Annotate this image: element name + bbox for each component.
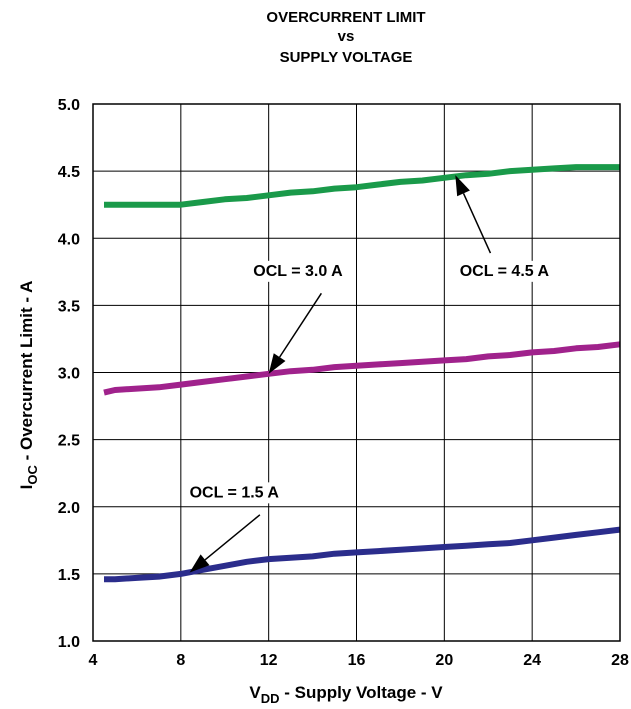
annotation-label-2: OCL = 1.5 A [190, 484, 280, 501]
x-tick-label-0: 4 [89, 652, 98, 669]
annotation-arrow-line-2 [204, 514, 261, 561]
y-axis-label-rest: - Overcurrent Limit - A [17, 281, 36, 466]
x-tick-label-1: 8 [176, 652, 185, 669]
y-tick-label-5: 3.5 [58, 298, 80, 315]
y-axis-label-sub: OC [25, 465, 40, 485]
annotation-arrowhead-2 [189, 554, 210, 573]
chart-title-line-1: OVERCURRENT LIMIT [266, 9, 425, 26]
tick-labels: 4 8 12 16 20 24 28 1.0 1.5 2.0 2.5 3.0 3.5 4.0 4.5 5.0 [58, 97, 629, 669]
y-tick-label-2: 2.0 [58, 500, 80, 517]
annotation-arrow-line-0 [462, 193, 492, 254]
x-tick-label-2: 12 [260, 652, 278, 669]
x-tick-label-3: 16 [348, 652, 366, 669]
series-line-2 [104, 526, 621, 583]
annotation-label-bg-0 [456, 260, 553, 282]
y-tick-label-8: 5.0 [58, 97, 80, 114]
x-axis-label-main: V [249, 683, 261, 702]
series-line-0 [104, 164, 620, 208]
x-tick-label-6: 28 [611, 652, 629, 669]
chart-title: OVERCURRENT LIMIT vs SUPPLY VOLTAGE [266, 9, 425, 66]
y-tick-label-6: 4.0 [58, 231, 80, 248]
chart-title-line-3: SUPPLY VOLTAGE [280, 49, 413, 66]
annotation-arrowhead-1 [268, 353, 286, 374]
x-tick-label-5: 24 [523, 652, 541, 669]
y-axis-label: IOC - Overcurrent Limit - A [17, 281, 40, 490]
y-tick-label-1: 1.5 [58, 567, 80, 584]
annotation-arrow-line-1 [278, 292, 322, 358]
series-line-1 [103, 341, 621, 396]
annotation-label-1: OCL = 3.0 A [253, 263, 343, 280]
y-axis-label-main: I [17, 485, 36, 490]
annotations: OCL = 4.5 A OCL = 3.0 A OCL = 1.5 A [186, 175, 553, 573]
x-tick-label-4: 20 [435, 652, 453, 669]
annotation-arrowhead-0 [455, 175, 470, 197]
annotation-label-bg-1 [250, 260, 347, 282]
plot-frame [92, 103, 621, 642]
x-axis-label-rest: - Supply Voltage - V [280, 683, 444, 702]
annotation-label-0: OCL = 4.5 A [460, 263, 550, 280]
x-axis-label-sub: DD [261, 691, 280, 706]
y-tick-label-7: 4.5 [58, 164, 80, 181]
annotation-2: OCL = 1.5 A [186, 482, 283, 573]
y-tick-label-4: 3.0 [58, 366, 80, 383]
annotation-label-bg-2 [186, 482, 283, 504]
y-tick-label-0: 1.0 [58, 634, 80, 651]
annotation-0: OCL = 4.5 A [455, 175, 553, 282]
chart-title-line-2: vs [338, 28, 355, 45]
series-lines [103, 164, 621, 583]
grid [92, 103, 621, 642]
x-axis-label: VDD - Supply Voltage - V [249, 683, 443, 706]
annotation-1: OCL = 3.0 A [250, 260, 347, 374]
y-tick-label-3: 2.5 [58, 433, 80, 450]
